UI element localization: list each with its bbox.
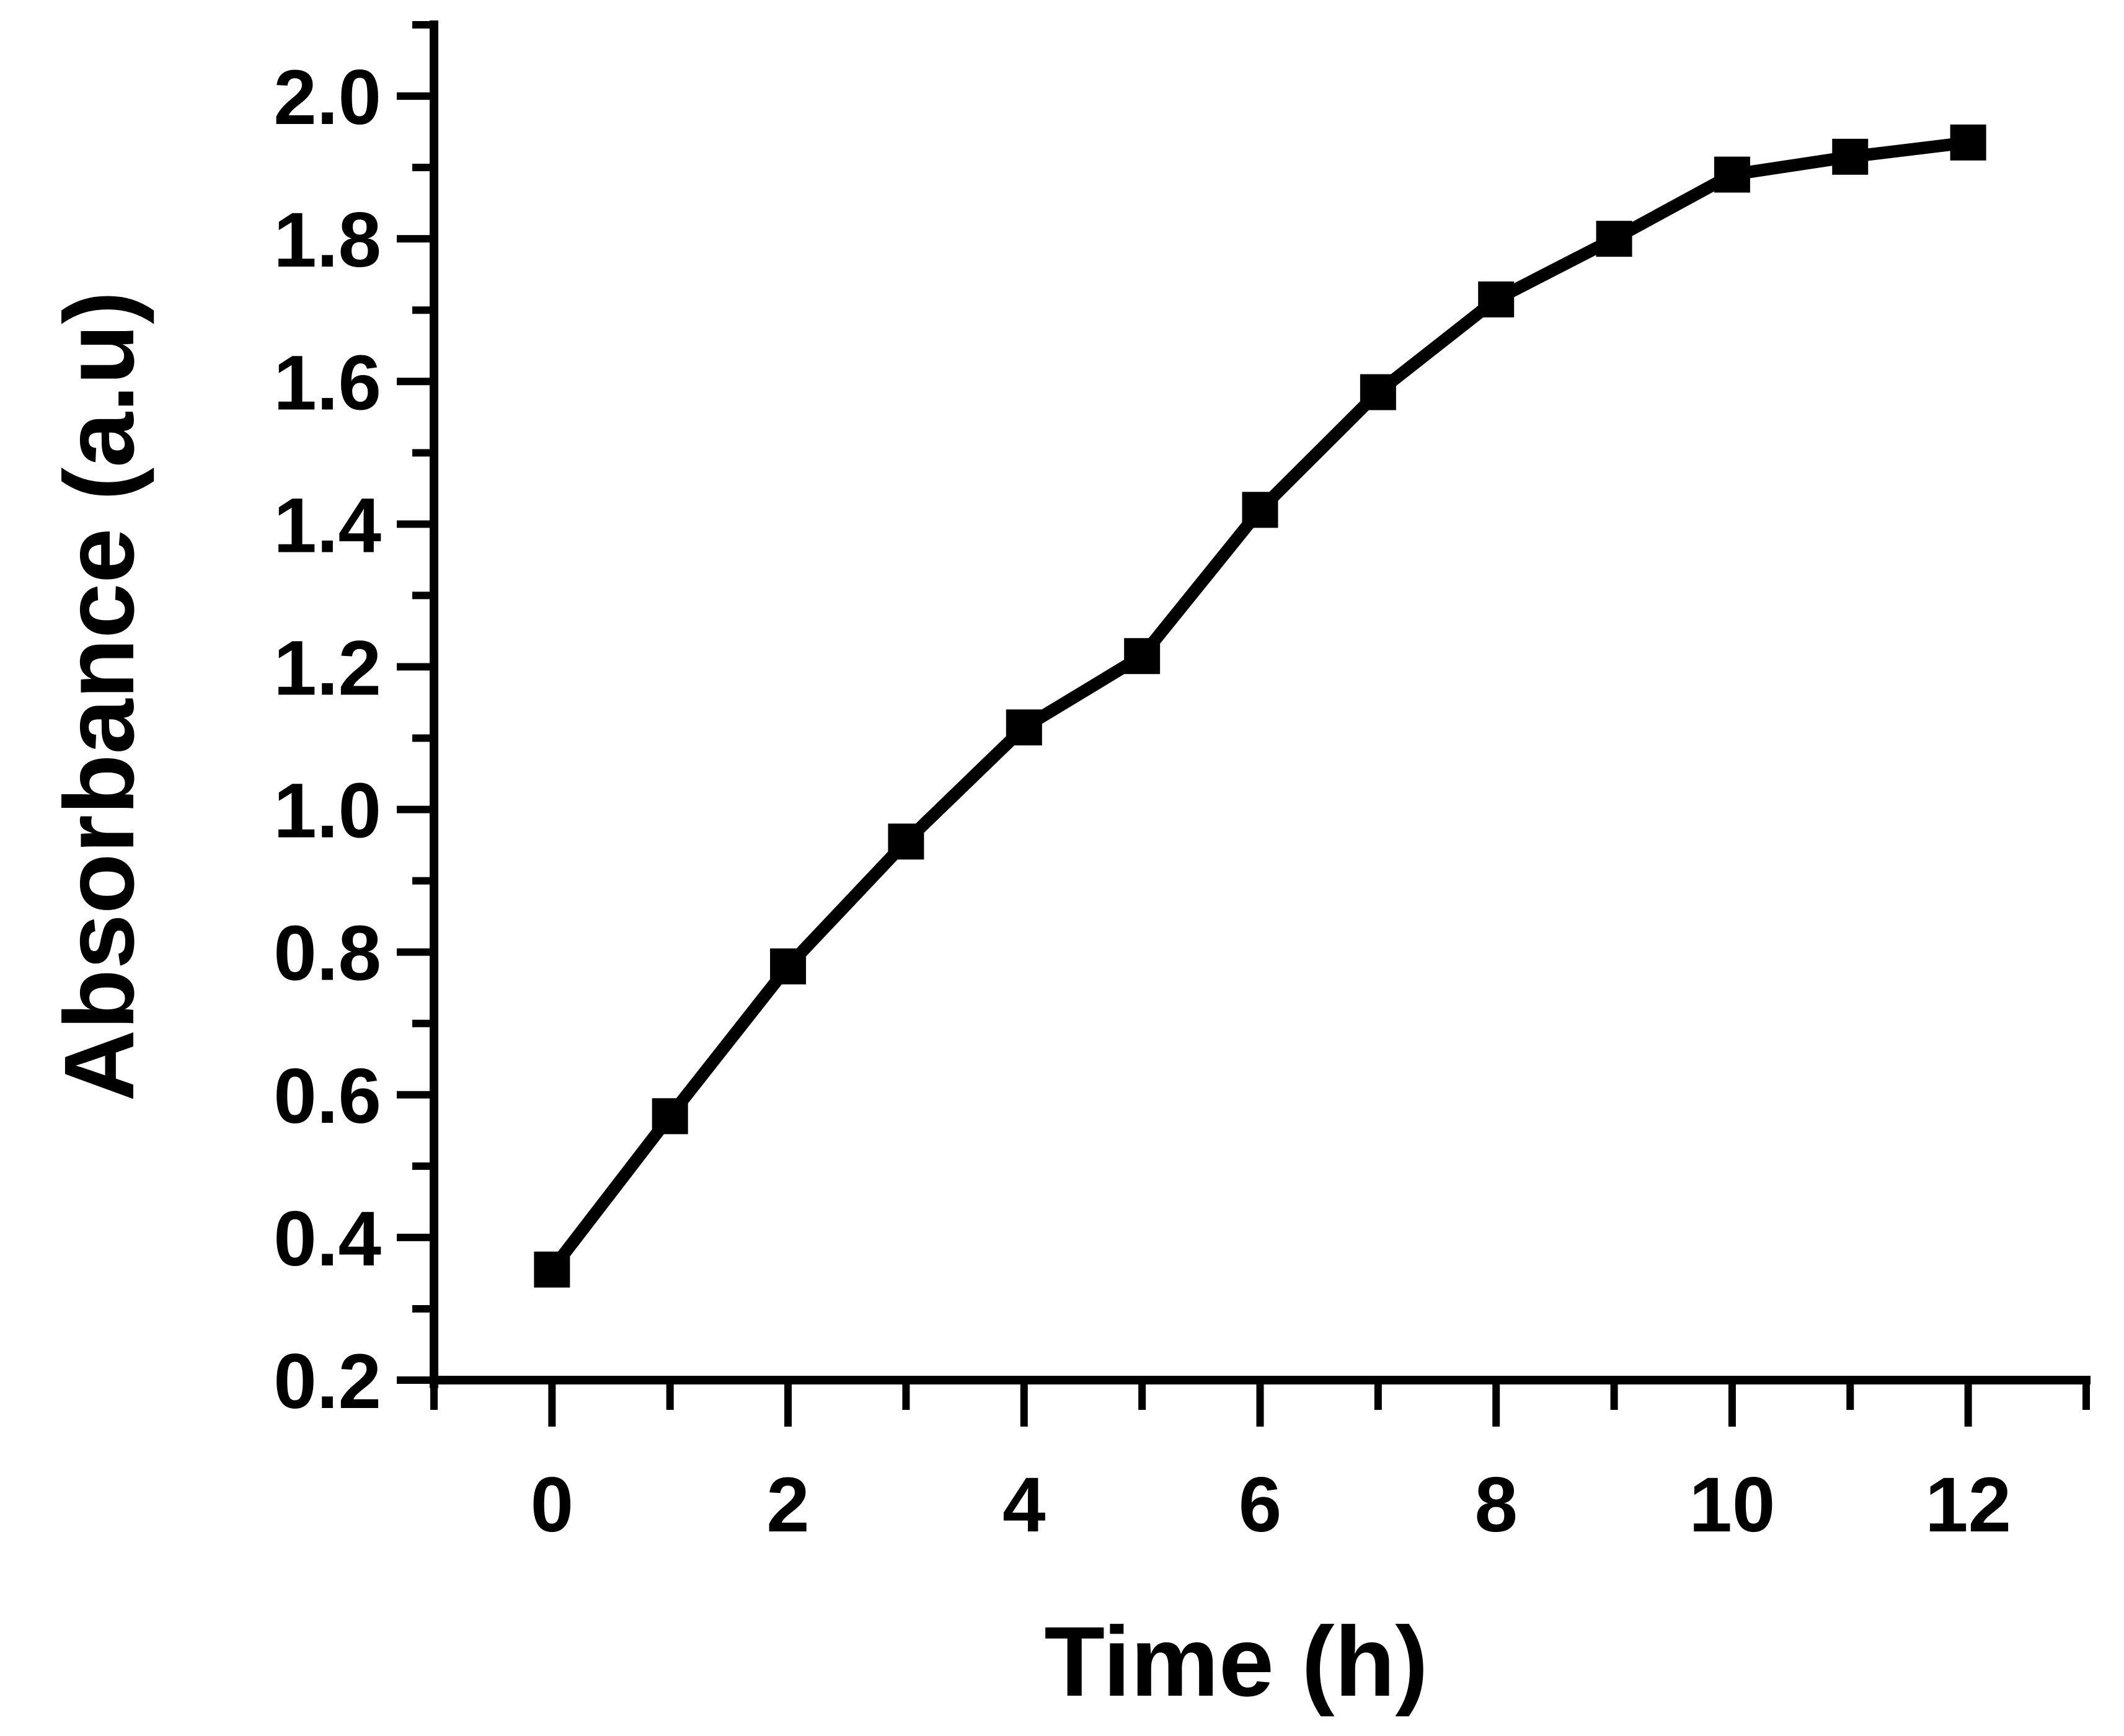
data-point-marker [1950, 124, 1986, 161]
data-point-marker [1596, 221, 1632, 257]
x-tick-label: 2 [766, 1462, 810, 1548]
y-tick-label: 0.6 [273, 1053, 381, 1140]
x-axis-label: Time (h) [1044, 1606, 1428, 1717]
x-tick-label: 6 [1239, 1462, 1282, 1548]
y-tick-label: 1.2 [273, 625, 381, 711]
tick-labels: 0.2 0.4 0.6 0.8 1.0 1.2 1.4 1.6 1.8 2.0 0 2 4 6 8 10 12 [273, 55, 2011, 1548]
data-point-marker [770, 948, 807, 985]
data-point-marker [534, 1251, 570, 1288]
x-tick-label: 8 [1474, 1462, 1518, 1548]
x-tick-label: 12 [1925, 1462, 2011, 1548]
data-point-marker [1006, 709, 1042, 746]
ticks [397, 21, 2090, 1427]
y-tick-label: 1.4 [273, 482, 381, 569]
series [534, 124, 1986, 1288]
data-point-marker [1242, 492, 1278, 528]
data-point-marker [1124, 638, 1161, 675]
y-tick-label: 1.0 [273, 768, 381, 854]
axes [430, 20, 2091, 1388]
y-tick-label: 1.8 [273, 197, 381, 283]
y-axis-label: Absorbance (a.u) [43, 291, 154, 1102]
y-tick-label: 0.8 [273, 911, 381, 997]
x-tick-label: 0 [531, 1462, 574, 1548]
x-tick-label: 10 [1689, 1462, 1775, 1548]
data-point-marker [1478, 281, 1515, 317]
data-point-marker [888, 823, 924, 860]
y-tick-label: 0.2 [273, 1339, 381, 1425]
series-line [547, 136, 1969, 1273]
data-point-marker [1832, 138, 1869, 175]
y-tick-label: 0.4 [273, 1196, 381, 1282]
x-tick-label: 4 [1002, 1462, 1046, 1548]
y-tick-label: 1.6 [273, 340, 381, 426]
data-point-marker [1360, 374, 1396, 410]
y-tick-label: 2.0 [273, 55, 381, 141]
data-point-marker [652, 1098, 688, 1135]
data-point-marker [1714, 156, 1750, 193]
